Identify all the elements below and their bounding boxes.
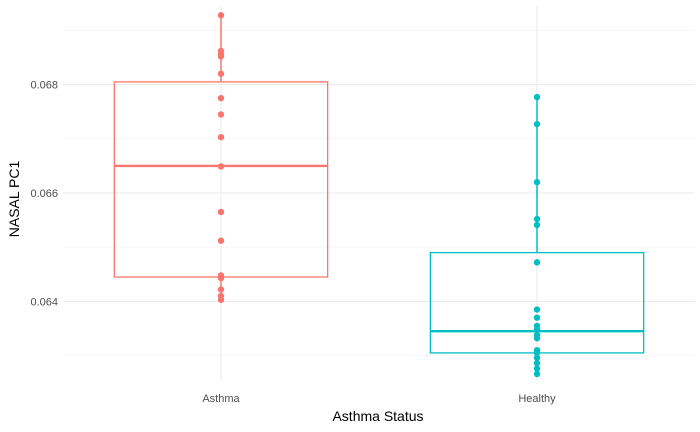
data-point-asthma xyxy=(217,111,225,118)
data-point-healthy xyxy=(533,215,541,223)
y-tick-label: 0.064 xyxy=(30,296,58,308)
x-axis-title: Asthma Status xyxy=(332,408,423,424)
x-tick-label: Asthma xyxy=(202,393,240,405)
boxes-layer xyxy=(113,15,645,375)
data-point-asthma xyxy=(217,286,225,293)
y-axis-title: NASAL PC1 xyxy=(6,161,22,238)
data-point-asthma xyxy=(217,237,225,244)
x-axis-ticks: Asthma Healthy xyxy=(202,393,556,405)
data-point-asthma xyxy=(217,70,225,77)
data-point-healthy xyxy=(533,93,541,101)
data-point-healthy xyxy=(533,326,541,333)
y-tick-label: 0.068 xyxy=(30,80,58,92)
data-point-healthy xyxy=(533,335,541,342)
data-point-healthy xyxy=(533,359,541,367)
data-point-healthy xyxy=(533,306,541,313)
data-point-healthy xyxy=(533,221,541,229)
data-point-asthma xyxy=(217,12,225,19)
data-point-healthy xyxy=(533,349,541,357)
points-layer xyxy=(217,12,541,378)
grid-lines xyxy=(63,6,695,380)
data-point-asthma xyxy=(217,208,225,216)
data-point-asthma xyxy=(217,53,225,60)
data-point-healthy xyxy=(533,120,541,128)
data-point-asthma xyxy=(217,296,225,303)
y-tick-label: 0.066 xyxy=(30,188,58,200)
y-axis-ticks: 0.064 0.066 0.068 xyxy=(30,80,58,309)
data-point-healthy xyxy=(533,370,541,378)
data-point-healthy xyxy=(533,314,541,321)
data-point-healthy xyxy=(533,178,541,186)
data-point-healthy xyxy=(533,259,541,266)
data-point-healthy xyxy=(533,354,541,361)
data-point-healthy xyxy=(533,365,541,372)
x-tick-label: Healthy xyxy=(518,393,556,405)
data-point-asthma xyxy=(217,274,225,282)
data-point-asthma xyxy=(217,163,225,170)
data-point-asthma xyxy=(217,94,225,102)
data-point-asthma xyxy=(217,133,225,141)
